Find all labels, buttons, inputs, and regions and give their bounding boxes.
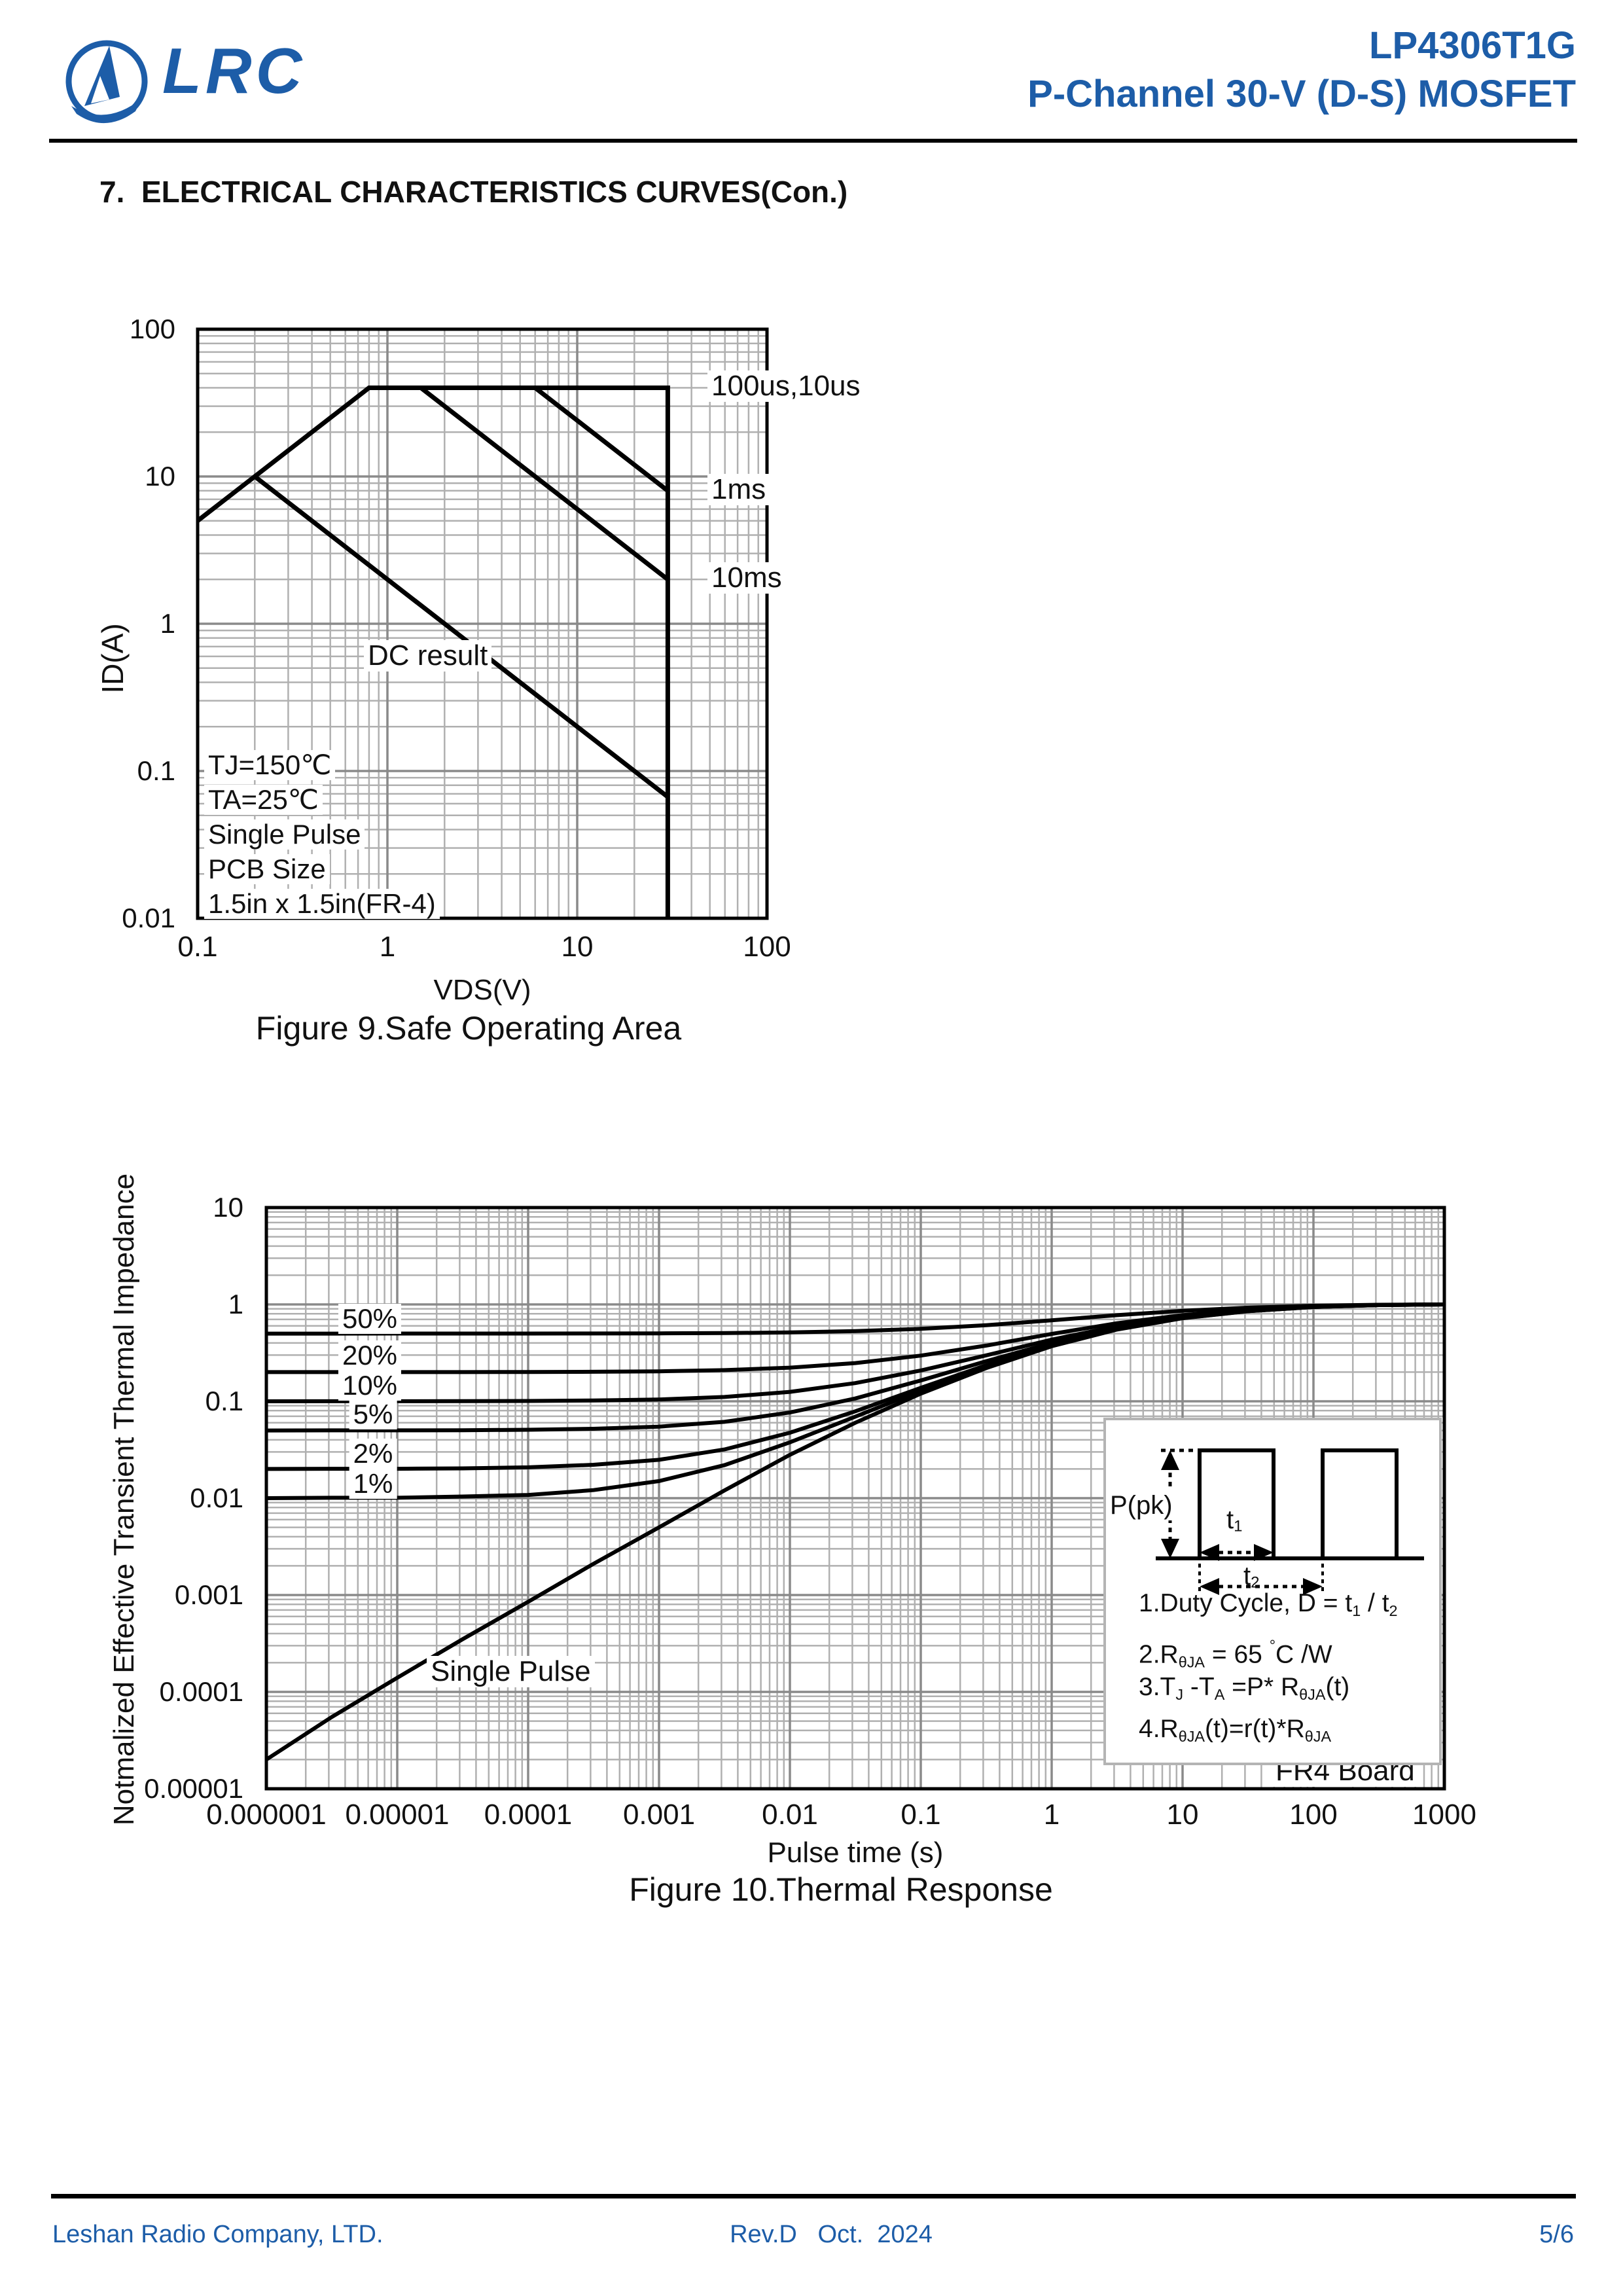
curve-DC result bbox=[253, 475, 669, 799]
fig9-condition-line: Single Pulse bbox=[204, 819, 365, 850]
fig10-caption: Figure 10.Thermal Response bbox=[629, 1871, 1053, 1908]
duty-cycle-label-20: 20% bbox=[338, 1340, 402, 1371]
ppk-label: P(pk) bbox=[1110, 1491, 1173, 1520]
footer-page: 5/6 bbox=[1539, 2221, 1574, 2248]
curve-Single Pulse bbox=[265, 1302, 1445, 1761]
x-tick-label: 1 bbox=[379, 931, 396, 963]
lrc-logo-icon bbox=[65, 40, 148, 124]
y-tick-label: 0.00001 bbox=[144, 1773, 243, 1804]
brand-text: LRC bbox=[162, 35, 306, 107]
equation-line-1: 1.Duty Cycle, D = t1 / t2 bbox=[1139, 1589, 1398, 1620]
footer-revision: Rev.D Oct. 2024 bbox=[730, 2221, 933, 2248]
duty-cycle-label-1: 1% bbox=[349, 1469, 397, 1499]
x-tick-label: 1 bbox=[1043, 1799, 1060, 1831]
fig9-x-axis-title: VDS(V) bbox=[433, 974, 531, 1006]
x-tick-label: 10 bbox=[561, 931, 594, 963]
x-tick-label: 0.1 bbox=[177, 931, 218, 963]
t2-label: t2 bbox=[1243, 1562, 1260, 1592]
footer-company: Leshan Radio Company, LTD. bbox=[52, 2221, 383, 2248]
fig9-condition-line: TA=25℃ bbox=[204, 785, 323, 815]
x-tick-label: 0.00001 bbox=[345, 1799, 450, 1831]
y-tick-label: 0.01 bbox=[122, 903, 175, 933]
pulse-waveform bbox=[1156, 1448, 1424, 1595]
x-tick-label: 0.01 bbox=[762, 1799, 818, 1831]
y-tick-label: 0.01 bbox=[190, 1482, 243, 1513]
fig9-caption: Figure 9.Safe Operating Area bbox=[255, 1010, 682, 1047]
x-tick-label: 0.1 bbox=[901, 1799, 941, 1831]
x-tick-label: 1000 bbox=[1412, 1799, 1476, 1831]
y-tick-label: 0.001 bbox=[174, 1579, 243, 1610]
x-tick-label: 100 bbox=[1289, 1799, 1338, 1831]
fig9-condition-line: TJ=150℃ bbox=[204, 750, 336, 780]
duty-cycle-label-50: 50% bbox=[338, 1304, 402, 1334]
curve-50% bbox=[266, 1302, 1445, 1336]
curve-label-100us-10us: 100us,10us bbox=[707, 370, 865, 402]
equation-line-3: 3.TJ -TA =P* RθJA(t) bbox=[1139, 1673, 1350, 1704]
curve-100us,10us bbox=[196, 386, 670, 918]
header-divider bbox=[49, 139, 1577, 143]
x-tick-label: 0.001 bbox=[622, 1799, 696, 1831]
y-tick-label: 100 bbox=[129, 314, 175, 344]
fig9-condition-line: PCB Size bbox=[204, 854, 330, 884]
section-title: 7. ELECTRICAL CHARACTERISTICS CURVES(Con… bbox=[99, 175, 848, 209]
footer-divider bbox=[51, 2194, 1576, 2198]
y-tick-label: 10 bbox=[145, 461, 175, 492]
y-tick-label: 10 bbox=[213, 1192, 243, 1223]
y-tick-label: 0.1 bbox=[137, 755, 175, 786]
equation-line-2: 2.RθJA = 65 °C /W bbox=[1139, 1637, 1332, 1671]
y-tick-label: 1 bbox=[228, 1289, 243, 1319]
inset-box: P(pk) t1 t2 1.Duty Cycle, D = t1 / t2 2.… bbox=[1103, 1418, 1442, 1765]
duty-cycle-label-5: 5% bbox=[349, 1399, 397, 1429]
curve-10ms bbox=[419, 386, 669, 582]
curve-label-dc-result: DC result bbox=[364, 640, 492, 672]
y-tick-label: 0.1 bbox=[205, 1386, 243, 1416]
fig10-x-axis-title: Pulse time (s) bbox=[767, 1837, 944, 1869]
curve-1ms bbox=[533, 386, 669, 493]
single-pulse-label: Single Pulse bbox=[427, 1656, 595, 1687]
y-tick-label: 0.0001 bbox=[159, 1676, 243, 1707]
curve-label-1ms: 1ms bbox=[707, 474, 770, 505]
fig9-condition-line: 1.5in x 1.5in(FR-4) bbox=[204, 889, 440, 919]
x-tick-label: 0.000001 bbox=[206, 1799, 327, 1831]
t1-label: t1 bbox=[1226, 1505, 1243, 1535]
duty-cycle-label-2: 2% bbox=[349, 1439, 397, 1469]
y-tick-label: 1 bbox=[160, 608, 175, 639]
x-tick-label: 0.0001 bbox=[484, 1799, 573, 1831]
x-tick-label: 10 bbox=[1166, 1799, 1199, 1831]
equation-line-4: 4.RθJA(t)=r(t)*RθJA bbox=[1139, 1715, 1332, 1746]
duty-cycle-label-10: 10% bbox=[338, 1371, 402, 1401]
curve-label-10ms: 10ms bbox=[707, 562, 786, 594]
fig9-plot-border bbox=[196, 327, 769, 920]
product-subtitle: P-Channel 30-V (D-S) MOSFET bbox=[1027, 73, 1576, 115]
part-number: LP4306T1G bbox=[1369, 24, 1576, 67]
x-tick-label: 100 bbox=[743, 931, 791, 963]
